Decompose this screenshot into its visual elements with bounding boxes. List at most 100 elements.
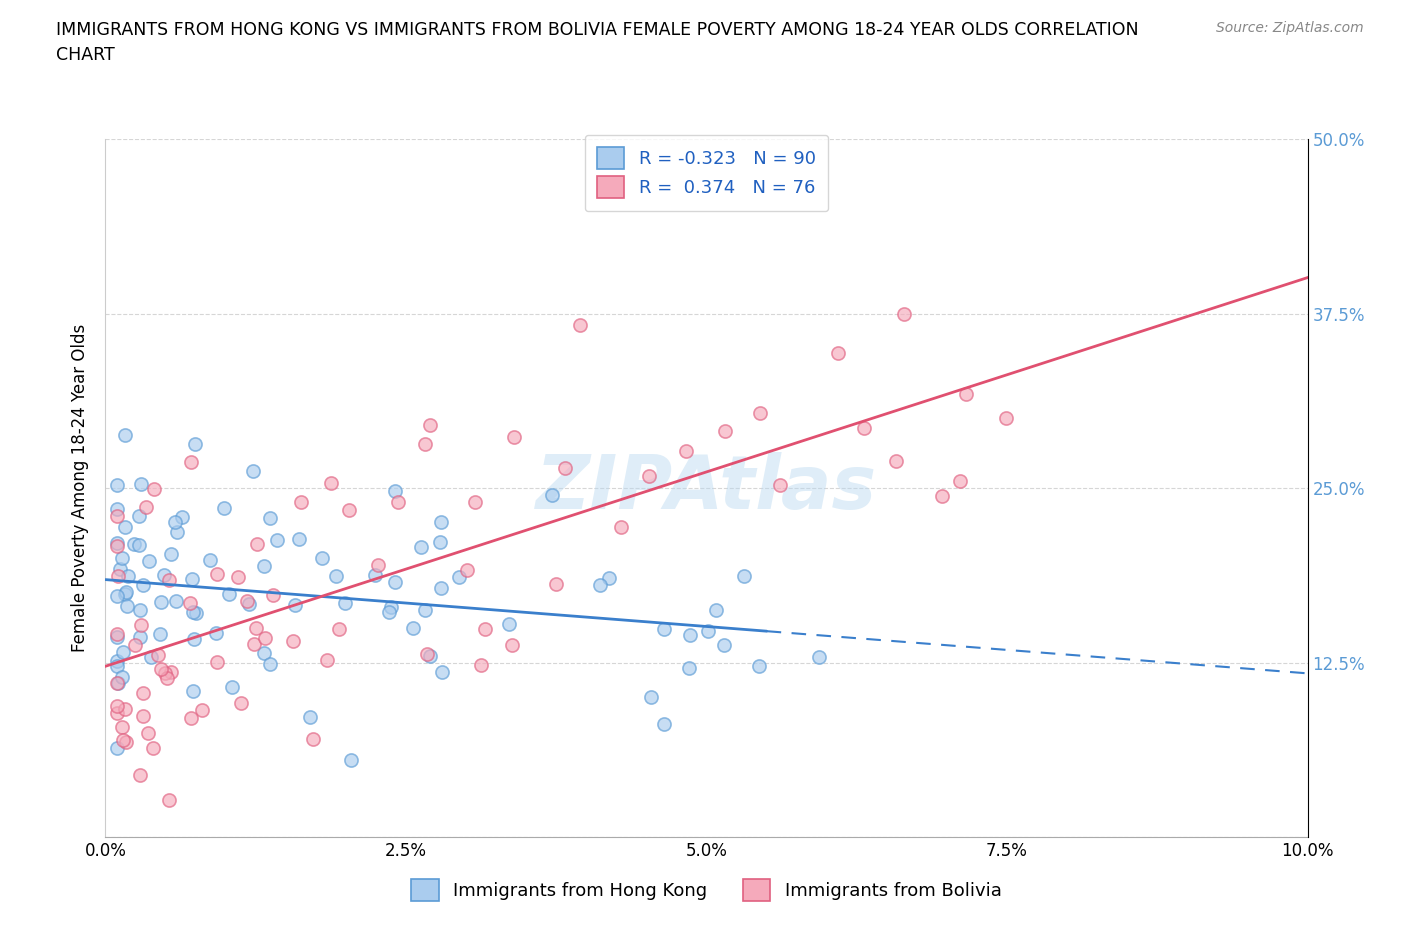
Point xyxy=(136,725,159,740)
Point xyxy=(149,626,172,641)
Point xyxy=(166,525,188,539)
Point xyxy=(387,494,409,509)
Point xyxy=(413,603,436,618)
Point xyxy=(713,637,735,652)
Point xyxy=(246,537,269,551)
Point xyxy=(364,567,387,582)
Point xyxy=(544,577,567,591)
Point xyxy=(449,569,471,584)
Point xyxy=(181,684,204,698)
Point xyxy=(259,657,281,671)
Point xyxy=(299,710,322,724)
Point xyxy=(122,537,145,551)
Point xyxy=(675,444,697,458)
Point xyxy=(146,647,169,662)
Point xyxy=(107,501,129,516)
Point xyxy=(245,621,267,636)
Point xyxy=(142,740,165,755)
Text: Source: ZipAtlas.com: Source: ZipAtlas.com xyxy=(1216,21,1364,35)
Point xyxy=(253,559,276,574)
Legend: Immigrants from Hong Kong, Immigrants from Bolivia: Immigrants from Hong Kong, Immigrants fr… xyxy=(404,871,1010,909)
Point xyxy=(696,624,718,639)
Point xyxy=(150,594,173,609)
Point xyxy=(242,464,264,479)
Point xyxy=(107,740,129,755)
Point xyxy=(713,424,735,439)
Point xyxy=(205,655,228,670)
Point xyxy=(949,473,972,488)
Point xyxy=(186,606,208,621)
Point xyxy=(117,568,139,583)
Point xyxy=(333,595,356,610)
Point xyxy=(931,489,953,504)
Point xyxy=(107,538,129,553)
Point xyxy=(111,551,134,565)
Point xyxy=(160,547,183,562)
Point xyxy=(221,680,243,695)
Y-axis label: Female Poverty Among 18-24 Year Olds: Female Poverty Among 18-24 Year Olds xyxy=(72,325,90,652)
Point xyxy=(259,511,281,525)
Point xyxy=(114,702,136,717)
Point xyxy=(159,664,181,679)
Point xyxy=(319,476,342,491)
Point xyxy=(652,621,675,636)
Point xyxy=(107,509,129,524)
Point xyxy=(129,603,152,618)
Point xyxy=(955,387,977,402)
Point xyxy=(474,621,496,636)
Point xyxy=(129,630,152,644)
Point xyxy=(218,587,240,602)
Point xyxy=(380,600,402,615)
Point xyxy=(638,469,661,484)
Point xyxy=(339,752,361,767)
Point xyxy=(139,649,162,664)
Point xyxy=(149,661,172,676)
Point xyxy=(107,626,129,641)
Point xyxy=(253,631,276,645)
Point xyxy=(165,593,187,608)
Point xyxy=(384,575,406,590)
Point xyxy=(243,637,266,652)
Point xyxy=(827,345,849,360)
Point xyxy=(769,478,792,493)
Point xyxy=(114,520,136,535)
Point xyxy=(184,436,207,451)
Point xyxy=(430,580,453,595)
Point xyxy=(180,455,202,470)
Point xyxy=(157,573,180,588)
Point xyxy=(132,578,155,592)
Point xyxy=(111,670,134,684)
Point xyxy=(429,535,451,550)
Point xyxy=(238,596,260,611)
Point xyxy=(129,767,152,782)
Point xyxy=(411,540,433,555)
Point xyxy=(135,499,157,514)
Point xyxy=(153,567,176,582)
Point xyxy=(541,487,564,502)
Point xyxy=(748,658,770,673)
Point xyxy=(124,637,146,652)
Point xyxy=(253,645,276,660)
Point xyxy=(170,510,193,525)
Point xyxy=(852,420,875,435)
Point xyxy=(190,702,212,717)
Point xyxy=(107,675,129,690)
Point xyxy=(384,483,406,498)
Point xyxy=(893,306,915,321)
Point xyxy=(205,626,228,641)
Point xyxy=(132,708,155,723)
Point xyxy=(107,589,129,604)
Point xyxy=(112,644,135,659)
Point xyxy=(207,566,229,581)
Point xyxy=(598,570,620,585)
Point xyxy=(180,711,202,725)
Point xyxy=(419,649,441,664)
Point xyxy=(107,630,129,644)
Point xyxy=(367,558,389,573)
Text: ZIPAtlas: ZIPAtlas xyxy=(536,452,877,525)
Point xyxy=(212,500,235,515)
Point xyxy=(610,520,633,535)
Point xyxy=(749,406,772,421)
Point xyxy=(180,572,202,587)
Point xyxy=(432,665,454,680)
